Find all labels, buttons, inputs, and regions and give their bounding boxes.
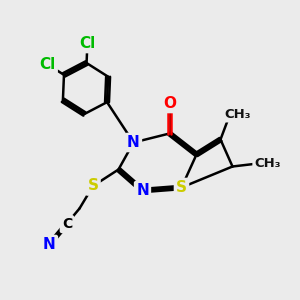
Text: N: N: [43, 237, 56, 252]
Text: CH₃: CH₃: [225, 107, 251, 121]
Text: S: S: [88, 178, 98, 194]
Text: Cl: Cl: [39, 57, 56, 72]
Text: CH₃: CH₃: [254, 157, 281, 170]
Text: N: N: [136, 183, 149, 198]
Text: S: S: [176, 180, 187, 195]
Text: C: C: [62, 217, 72, 231]
Text: O: O: [163, 96, 176, 111]
Text: Cl: Cl: [79, 36, 95, 51]
Text: N: N: [127, 135, 140, 150]
